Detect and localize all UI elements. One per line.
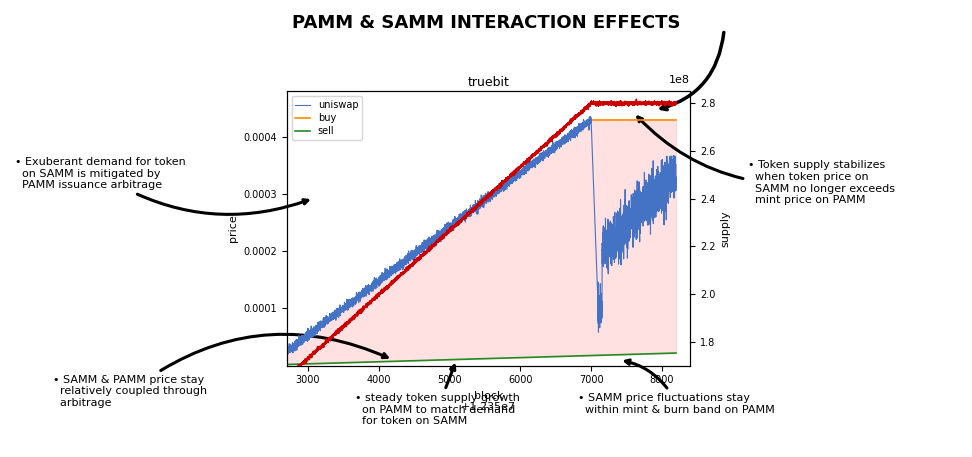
Legend: uniswap, buy, sell: uniswap, buy, sell bbox=[292, 96, 363, 140]
sell bbox=[358, 360, 369, 365]
Text: • SAMM price fluctuations stay
  within mint & burn band on PAMM: • SAMM price fluctuations stay within mi… bbox=[578, 360, 775, 414]
uniswap bbox=[281, 347, 293, 352]
buy bbox=[435, 231, 447, 237]
buy bbox=[281, 349, 293, 354]
Text: • Token supply stabilizes
  when token price on
  SAMM no longer exceeds
  mint : • Token supply stabilizes when token pri… bbox=[638, 117, 895, 205]
uniswap bbox=[622, 223, 634, 228]
uniswap bbox=[670, 162, 681, 167]
uniswap bbox=[435, 228, 447, 234]
uniswap bbox=[630, 191, 642, 197]
buy bbox=[358, 290, 369, 296]
uniswap bbox=[358, 290, 369, 296]
Text: • SAMM & PAMM price stay
  relatively coupled through
  arbitrage: • SAMM & PAMM price stay relatively coup… bbox=[53, 334, 387, 408]
Text: 1e8: 1e8 bbox=[669, 74, 690, 85]
Y-axis label: price: price bbox=[227, 215, 238, 242]
sell bbox=[630, 351, 642, 357]
buy bbox=[670, 117, 681, 122]
buy bbox=[622, 117, 634, 122]
buy bbox=[299, 335, 311, 340]
buy bbox=[585, 117, 597, 122]
Title: truebit: truebit bbox=[468, 76, 509, 89]
X-axis label: block
+1.235e7: block +1.235e7 bbox=[461, 391, 516, 413]
Line: uniswap: uniswap bbox=[287, 117, 676, 357]
uniswap bbox=[399, 259, 410, 264]
buy bbox=[399, 259, 410, 265]
uniswap bbox=[299, 334, 311, 340]
buy bbox=[630, 117, 642, 122]
Text: PAMM & SAMM INTERACTION EFFECTS: PAMM & SAMM INTERACTION EFFECTS bbox=[292, 14, 680, 32]
Text: • steady token supply growth
  on PAMM to match demand
  for token on SAMM: • steady token supply growth on PAMM to … bbox=[355, 366, 520, 426]
uniswap bbox=[282, 354, 294, 360]
uniswap bbox=[584, 114, 596, 119]
sell bbox=[281, 362, 293, 367]
sell bbox=[435, 357, 447, 363]
Text: • Exuberant demand for token
  on SAMM is mitigated by
  PAMM issuance arbitrage: • Exuberant demand for token on SAMM is … bbox=[15, 157, 308, 214]
sell bbox=[670, 350, 681, 356]
Line: buy: buy bbox=[287, 120, 676, 351]
sell bbox=[299, 361, 311, 367]
sell bbox=[622, 352, 634, 357]
Y-axis label: supply: supply bbox=[721, 210, 731, 247]
Line: sell: sell bbox=[287, 353, 676, 365]
sell bbox=[399, 358, 410, 364]
